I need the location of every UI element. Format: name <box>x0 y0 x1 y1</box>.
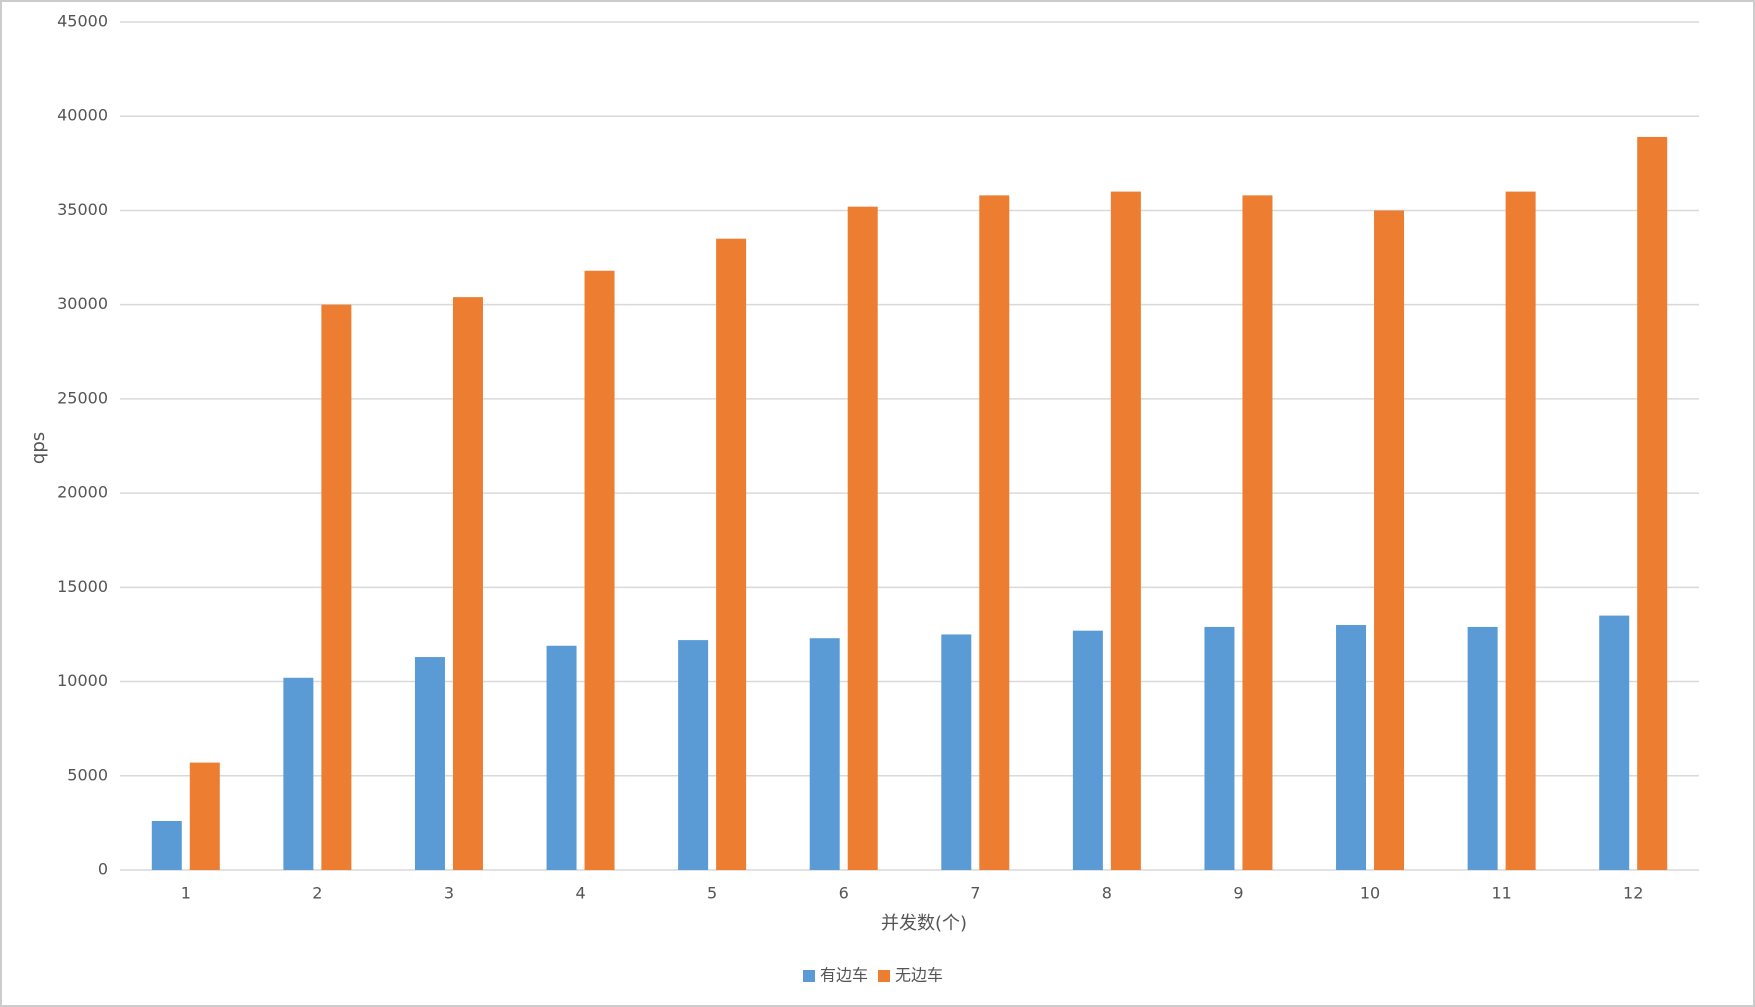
y-tick-label: 25000 <box>57 388 108 407</box>
bar <box>1467 626 1498 870</box>
bar <box>678 640 709 870</box>
bar <box>1505 191 1536 871</box>
y-tick-label: 0 <box>98 860 108 879</box>
bar <box>584 270 615 870</box>
bar <box>1336 625 1367 870</box>
y-tick-label: 40000 <box>57 106 108 125</box>
y-tick-label: 45000 <box>57 12 108 31</box>
y-tick-label: 5000 <box>67 765 108 784</box>
x-tick-label: 8 <box>1102 884 1112 903</box>
y-tick-label: 30000 <box>57 294 108 313</box>
bar <box>847 206 878 871</box>
y-tick-label: 15000 <box>57 577 108 596</box>
x-tick-label: 9 <box>1233 884 1243 903</box>
x-tick-label: 5 <box>707 884 717 903</box>
bar <box>716 238 747 870</box>
y-tick-label: 10000 <box>57 671 108 690</box>
bar <box>1599 615 1630 870</box>
x-tick-label: 4 <box>575 884 585 903</box>
bar <box>1110 191 1141 871</box>
y-tick-label: 20000 <box>57 483 108 502</box>
bar <box>1204 626 1235 870</box>
x-tick-label: 11 <box>1491 884 1511 903</box>
bar <box>979 195 1010 870</box>
x-tick-label: 10 <box>1360 884 1380 903</box>
bar <box>1242 195 1273 870</box>
x-tick-label: 2 <box>312 884 322 903</box>
x-tick-label: 12 <box>1623 884 1643 903</box>
bar <box>546 645 577 870</box>
bar <box>452 297 483 870</box>
legend-swatch <box>803 970 815 982</box>
bar <box>1374 210 1405 870</box>
bar <box>189 762 220 870</box>
x-tick-label: 6 <box>839 884 849 903</box>
x-tick-label: 1 <box>181 884 191 903</box>
bar <box>414 657 445 870</box>
bar <box>321 304 352 871</box>
bar <box>151 821 182 870</box>
bar <box>941 634 972 870</box>
x-tick-label: 7 <box>970 884 980 903</box>
bar <box>1637 136 1668 870</box>
bar <box>809 638 840 870</box>
y-tick-label: 35000 <box>57 200 108 219</box>
bar <box>1072 630 1103 870</box>
legend-label: 有边车 <box>820 966 868 985</box>
x-tick-label: 3 <box>444 884 454 903</box>
y-axis-label: qps <box>28 432 49 464</box>
x-axis-label: 并发数(个) <box>881 913 967 934</box>
bar <box>283 677 314 870</box>
legend-swatch <box>878 970 891 982</box>
legend-label: 无边车 <box>895 966 943 985</box>
